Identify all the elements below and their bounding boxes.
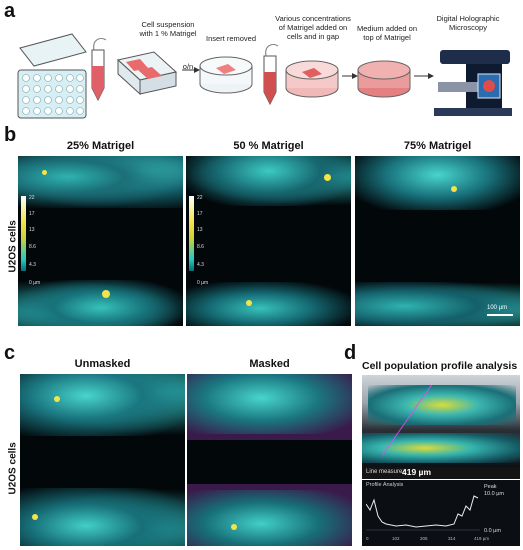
tube-icon [263, 43, 279, 106]
profile-line [366, 495, 480, 531]
colorbar [21, 196, 26, 271]
culture-insert-icon [116, 51, 178, 96]
dish-icon [285, 60, 339, 98]
dhm-image-50: 22 17 13 8.6 4.3 0 µm [186, 156, 351, 326]
workflow-illustration [17, 33, 512, 119]
col-title-masked: Masked [249, 358, 290, 370]
x-ticks: 0 102 205 314 419 µm [366, 536, 490, 541]
line-measure-label: Line measure: [366, 469, 405, 475]
panel-label-a: a [4, 0, 16, 22]
step-insert-removed: Insert removed [205, 34, 257, 43]
profile-analysis-plot: Profile Analysis Peak 10.0 µm 0.0 µm 0 1… [362, 480, 520, 546]
well-plate-icon [17, 69, 87, 119]
peak-value: 10.0 µm [484, 491, 504, 497]
col-title-75: 75% Matrigel [403, 140, 472, 152]
step-matrigel-added: Various concentrations of Matrigel added … [275, 14, 351, 41]
row-label-c: U2OS cells [7, 442, 19, 495]
tube-icon [91, 37, 107, 102]
line-measure-value: 419 µm [402, 467, 431, 477]
col-title-25: 25% Matrigel [66, 140, 135, 152]
dish-icon [357, 60, 411, 98]
step-medium-added: Medium added on top of Matrigel [356, 24, 418, 42]
dish-icon [199, 56, 253, 94]
line-measure-bar: Line measure: 419 µm [362, 467, 520, 479]
profile-title: Profile Analysis [366, 482, 404, 488]
dhm-image-75: 100 µm [355, 156, 520, 326]
microscope-icon [434, 50, 512, 116]
peak-label: Peak [484, 484, 497, 490]
base-value: 0.0 µm [484, 528, 501, 534]
dhm-image-masked [187, 374, 352, 546]
row-label-b: U2OS cells [7, 220, 19, 273]
col-title-unmasked: Unmasked [74, 358, 131, 370]
panel-label-c: c [4, 342, 16, 364]
scale-bar [487, 314, 513, 316]
flat-plate-icon [19, 33, 87, 67]
step-overnight: o/n [182, 62, 194, 71]
step-dhm: Digital Holographic Microscopy [436, 14, 500, 32]
colorbar [189, 196, 194, 271]
panel-label-d: d [344, 342, 357, 364]
dhm-image-25: 22 17 13 8.6 4.3 0 µm [18, 156, 183, 326]
panel-label-b: b [4, 124, 17, 146]
scale-bar-label: 100 µm [487, 305, 508, 311]
dhm-image-unmasked [20, 374, 185, 546]
panel-d-title: Cell population profile analysis [362, 360, 518, 372]
step-cell-suspension: Cell suspension with 1 % Matrigel [139, 20, 197, 38]
surface-3d-view [362, 375, 520, 467]
col-title-50: 50 % Matrigel [233, 140, 304, 152]
